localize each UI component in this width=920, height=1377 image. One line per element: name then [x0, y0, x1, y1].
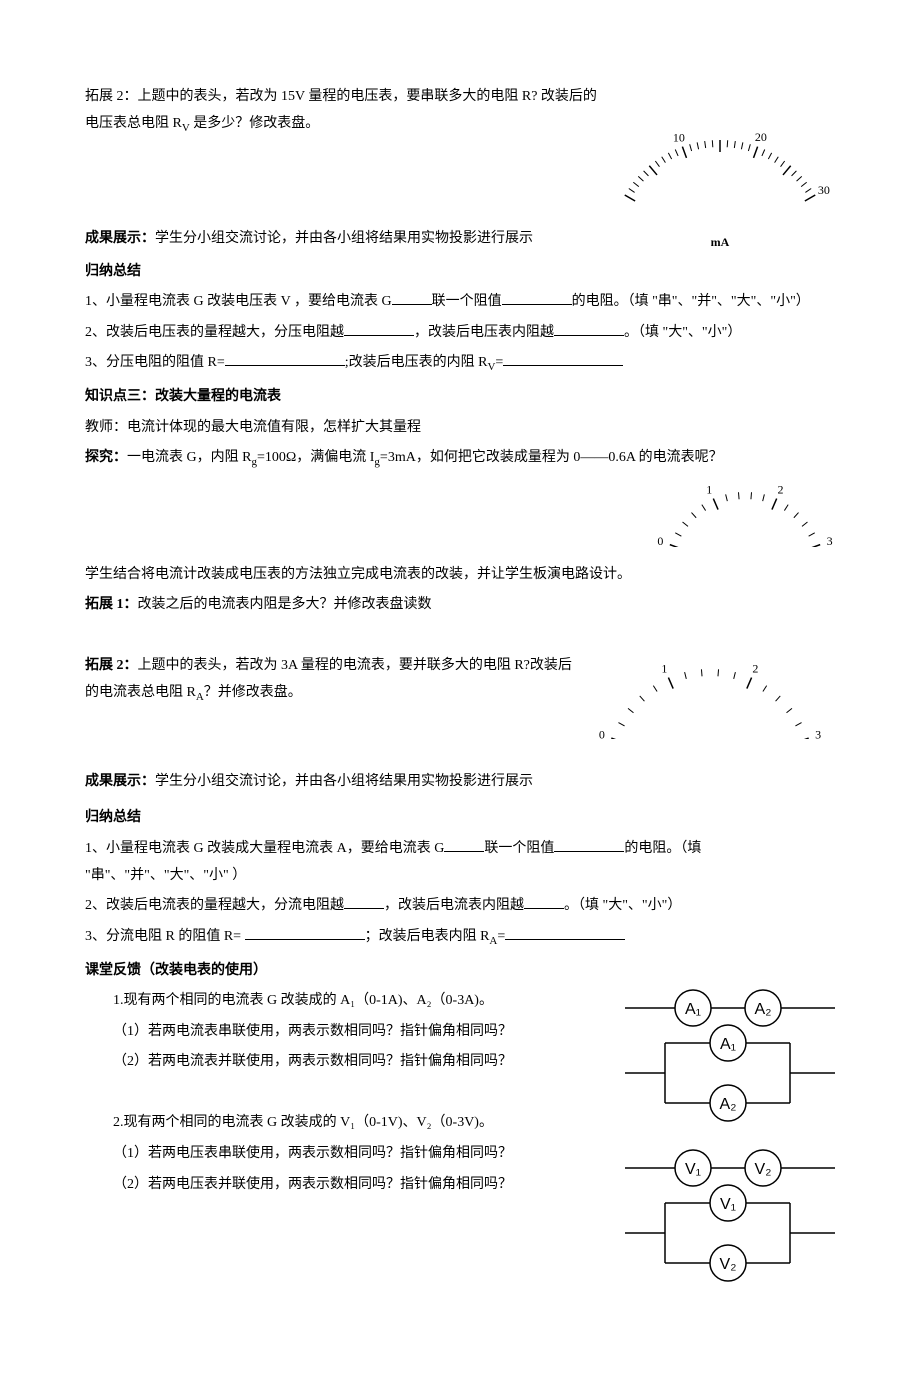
guina-title-1: 归纳总结: [85, 259, 835, 286]
svg-text:A₁: A₁: [685, 1001, 701, 1018]
svg-text:2: 2: [778, 482, 784, 496]
svg-text:V₂: V₂: [720, 1256, 737, 1273]
chengguo-2: 成果展示：学生分小组交流讨论，并由各小组将结果用实物投影进行展示: [85, 769, 835, 796]
svg-text:3: 3: [815, 728, 821, 739]
zhishi-3: 知识点三：改装大量程的电流表: [85, 384, 835, 411]
gauge-3: 0 1 2 3: [585, 659, 835, 750]
svg-text:1: 1: [706, 482, 712, 496]
teacher-line: 教师：电流计体现的最大电流值有限，怎样扩大其量程: [85, 415, 835, 442]
svg-text:10: 10: [673, 130, 685, 144]
gauge-1-unit: mA: [605, 231, 835, 254]
svg-text:3: 3: [827, 534, 833, 547]
svg-text:0: 0: [657, 534, 663, 547]
svg-text:A₂: A₂: [720, 1096, 737, 1113]
svg-text:V₁: V₁: [720, 1196, 736, 1213]
tanjiu: 探究：一电流表 G，内阻 Rg=100Ω，满偏电流 Ig=3mA，如何把它改装成…: [85, 445, 835, 473]
svg-text:2: 2: [752, 662, 758, 676]
g1-line3: 3、分压电阻的阻值 R=;改装后电压表的内阻 RV=: [85, 350, 835, 378]
gauge-1: 10 20 30 mA: [605, 120, 835, 253]
g1-line1: 1、小量程电流表 G 改装电压表 V ，要给电流表 G联一个阻值的电阻。（填 "…: [85, 289, 835, 316]
svg-text:A₁: A₁: [720, 1036, 736, 1053]
svg-text:V₁: V₁: [685, 1161, 701, 1178]
g2-line2: 2、改装后电流表的量程越大，分流电阻越，改装后电流表内阻越。（填 "大"、"小"…: [85, 893, 835, 920]
gauge-2: 0 1 2 3: [655, 477, 835, 558]
svg-text:1: 1: [661, 662, 667, 676]
g1-line2: 2、改装后电压表的量程越大，分压电阻越，改装后电压表内阻越。（填 "大"、"小"…: [85, 320, 835, 347]
tuozhan-1: 拓展 1：改装之后的电流表内阻是多大？并修改表盘读数: [85, 592, 835, 619]
guina-title-2: 归纳总结: [85, 805, 835, 832]
g2-line3: 3、分流电阻 R 的阻值 R= ；改装后电表内阻 RA=: [85, 924, 835, 952]
ketang-title: 课堂反馈（改装电表的使用）: [85, 958, 835, 985]
svg-text:30: 30: [818, 183, 830, 197]
svg-text:20: 20: [755, 130, 767, 144]
svg-text:A₂: A₂: [755, 1001, 772, 1018]
g2-line1: 1、小量程电流表 G 改装成大量程电流表 A，要给电流表 G联一个阻值的电阻。（…: [85, 836, 835, 889]
svg-text:V₂: V₂: [755, 1161, 772, 1178]
circuit-diagrams: A₁ A₂ A₁ A₂ V₁ V₂ V₁ V₂: [625, 988, 835, 1317]
xuesheng-line: 学生结合将电流计改装成电压表的方法独立完成电流表的改装，并让学生板演电路设计。: [85, 562, 835, 589]
svg-text:0: 0: [599, 728, 605, 739]
